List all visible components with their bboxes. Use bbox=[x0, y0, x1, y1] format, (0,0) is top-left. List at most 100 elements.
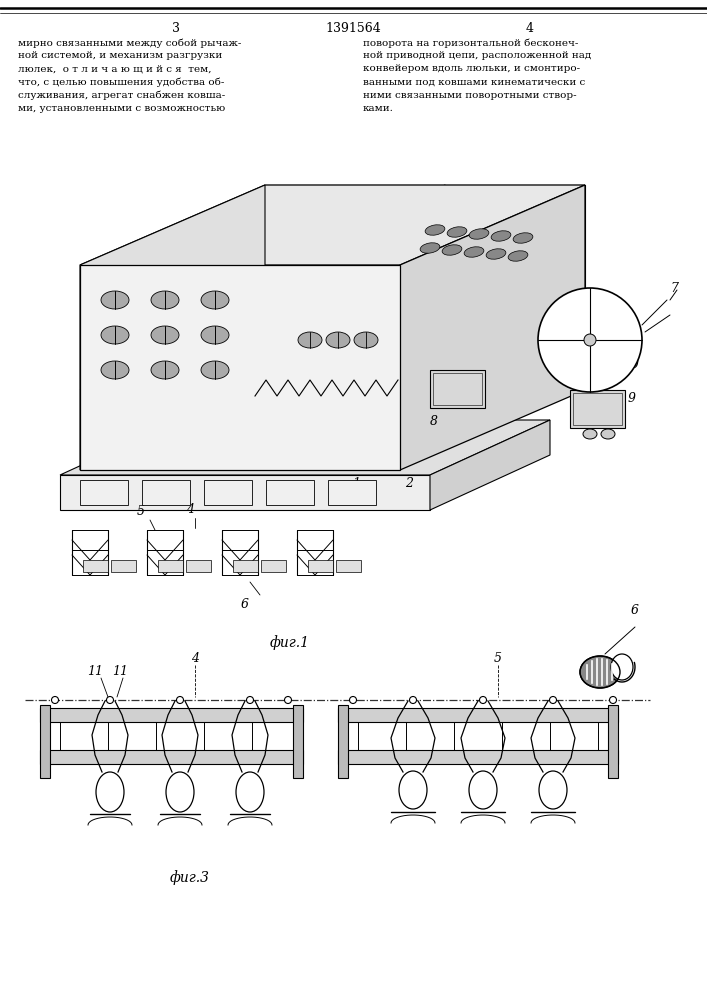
Text: поворота на горизонтальной бесконеч-: поворота на горизонтальной бесконеч- bbox=[363, 38, 578, 47]
Ellipse shape bbox=[442, 245, 462, 255]
Ellipse shape bbox=[326, 332, 350, 348]
Circle shape bbox=[584, 334, 596, 346]
Bar bbox=[433, 373, 482, 405]
Bar bbox=[293, 705, 303, 778]
Polygon shape bbox=[80, 185, 585, 265]
Bar bbox=[40, 750, 303, 764]
Ellipse shape bbox=[101, 291, 129, 309]
Ellipse shape bbox=[101, 326, 129, 344]
Ellipse shape bbox=[486, 249, 506, 259]
Ellipse shape bbox=[166, 772, 194, 812]
Text: ной системой, и механизм разгрузки: ной системой, и механизм разгрузки bbox=[18, 51, 222, 60]
Ellipse shape bbox=[409, 696, 416, 704]
Ellipse shape bbox=[464, 247, 484, 257]
Polygon shape bbox=[328, 480, 376, 505]
Text: фиг.3: фиг.3 bbox=[170, 870, 210, 885]
Text: фиг.1: фиг.1 bbox=[270, 635, 310, 650]
Ellipse shape bbox=[611, 654, 633, 680]
Ellipse shape bbox=[513, 233, 533, 243]
Bar bbox=[40, 705, 50, 778]
Text: 5: 5 bbox=[494, 652, 502, 665]
Text: ними связанными поворотными створ-: ними связанными поворотными створ- bbox=[363, 91, 577, 100]
Text: служивания, агрегат снабжен ковша-: служивания, агрегат снабжен ковша- bbox=[18, 91, 226, 100]
Text: 6: 6 bbox=[631, 604, 639, 617]
Circle shape bbox=[538, 288, 642, 392]
Bar bbox=[186, 560, 211, 572]
Ellipse shape bbox=[201, 326, 229, 344]
Bar bbox=[338, 705, 348, 778]
Ellipse shape bbox=[580, 656, 620, 688]
Bar bbox=[338, 750, 618, 764]
Ellipse shape bbox=[284, 696, 291, 704]
Text: 6: 6 bbox=[241, 598, 249, 611]
Text: 1: 1 bbox=[352, 477, 360, 490]
Ellipse shape bbox=[601, 429, 615, 439]
Ellipse shape bbox=[420, 243, 440, 253]
Ellipse shape bbox=[52, 696, 59, 704]
Bar bbox=[570, 390, 625, 428]
Text: ванными под ковшами кинематически с: ванными под ковшами кинематически с bbox=[363, 78, 585, 87]
Text: 8: 8 bbox=[430, 415, 438, 428]
Ellipse shape bbox=[151, 326, 179, 344]
Polygon shape bbox=[80, 265, 400, 470]
Bar bbox=[40, 708, 303, 722]
Bar bbox=[83, 560, 108, 572]
Ellipse shape bbox=[508, 251, 528, 261]
Ellipse shape bbox=[177, 696, 184, 704]
Polygon shape bbox=[80, 185, 265, 470]
Text: 7: 7 bbox=[670, 282, 678, 295]
Polygon shape bbox=[60, 475, 430, 510]
Bar bbox=[336, 560, 361, 572]
Ellipse shape bbox=[469, 229, 489, 239]
Bar bbox=[573, 393, 622, 425]
Ellipse shape bbox=[425, 225, 445, 235]
Text: 4: 4 bbox=[526, 22, 534, 35]
Bar bbox=[608, 705, 618, 778]
Ellipse shape bbox=[247, 696, 254, 704]
Bar bbox=[233, 560, 258, 572]
Bar bbox=[308, 560, 333, 572]
Text: ками.: ками. bbox=[363, 104, 394, 113]
Bar bbox=[111, 560, 136, 572]
Ellipse shape bbox=[491, 231, 511, 241]
Ellipse shape bbox=[447, 227, 467, 237]
Text: конвейером вдоль люльки, и смонтиро-: конвейером вдоль люльки, и смонтиро- bbox=[363, 64, 580, 73]
Ellipse shape bbox=[101, 361, 129, 379]
Polygon shape bbox=[430, 420, 550, 510]
Bar bbox=[261, 560, 286, 572]
Text: 11: 11 bbox=[87, 665, 103, 678]
Text: ной приводной цепи, расположенной над: ной приводной цепи, расположенной над bbox=[363, 51, 591, 60]
Ellipse shape bbox=[399, 771, 427, 809]
Ellipse shape bbox=[201, 291, 229, 309]
Ellipse shape bbox=[469, 771, 497, 809]
Text: 1391564: 1391564 bbox=[325, 22, 381, 35]
Ellipse shape bbox=[201, 361, 229, 379]
Polygon shape bbox=[266, 480, 314, 505]
Text: 4: 4 bbox=[186, 503, 194, 516]
Ellipse shape bbox=[151, 361, 179, 379]
Text: 5: 5 bbox=[137, 505, 145, 518]
Text: что, с целью повышения удобства об-: что, с целью повышения удобства об- bbox=[18, 78, 224, 87]
Polygon shape bbox=[142, 480, 190, 505]
Text: 3: 3 bbox=[172, 22, 180, 35]
Ellipse shape bbox=[479, 696, 486, 704]
Ellipse shape bbox=[354, 332, 378, 348]
Ellipse shape bbox=[609, 696, 617, 704]
Text: 10: 10 bbox=[623, 358, 639, 371]
Text: 4: 4 bbox=[191, 652, 199, 665]
Bar bbox=[430, 370, 485, 408]
Ellipse shape bbox=[96, 772, 124, 812]
Polygon shape bbox=[60, 420, 550, 475]
Ellipse shape bbox=[539, 771, 567, 809]
Text: 2: 2 bbox=[405, 477, 413, 490]
Ellipse shape bbox=[107, 696, 114, 704]
Ellipse shape bbox=[349, 696, 356, 704]
Text: 9: 9 bbox=[628, 392, 636, 405]
Polygon shape bbox=[204, 480, 252, 505]
Ellipse shape bbox=[298, 332, 322, 348]
Bar bbox=[338, 708, 618, 722]
Ellipse shape bbox=[549, 696, 556, 704]
Ellipse shape bbox=[583, 429, 597, 439]
Text: мирно связанными между собой рычаж-: мирно связанными между собой рычаж- bbox=[18, 38, 241, 47]
Text: ми, установленными с возможностью: ми, установленными с возможностью bbox=[18, 104, 226, 113]
